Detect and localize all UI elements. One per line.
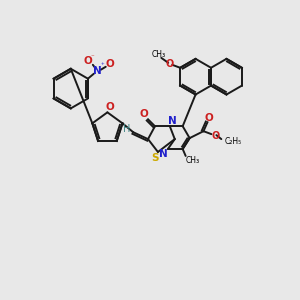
Text: ⁻: ⁻ xyxy=(91,54,95,60)
Text: O: O xyxy=(140,109,148,119)
Text: O: O xyxy=(204,113,213,123)
Text: ⁺: ⁺ xyxy=(101,63,105,69)
Text: CH₃: CH₃ xyxy=(185,156,200,165)
Text: N: N xyxy=(168,116,177,126)
Text: N: N xyxy=(93,66,102,76)
Text: H: H xyxy=(122,124,130,134)
Text: O: O xyxy=(105,102,114,112)
Text: O: O xyxy=(165,59,173,69)
Text: C₂H₅: C₂H₅ xyxy=(225,136,242,146)
Text: S: S xyxy=(151,153,159,163)
Text: CH₃: CH₃ xyxy=(151,50,165,59)
Text: N: N xyxy=(160,149,168,159)
Text: O: O xyxy=(105,59,114,69)
Text: O: O xyxy=(211,131,220,141)
Text: O: O xyxy=(83,56,92,66)
